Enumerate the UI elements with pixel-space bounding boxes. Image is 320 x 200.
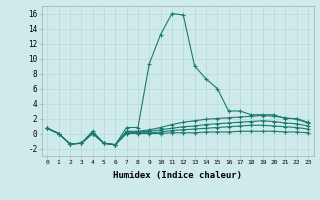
X-axis label: Humidex (Indice chaleur): Humidex (Indice chaleur)	[113, 171, 242, 180]
